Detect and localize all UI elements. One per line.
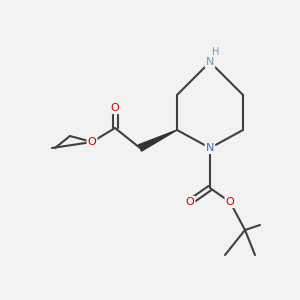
Polygon shape	[139, 130, 177, 151]
Text: O: O	[226, 197, 234, 207]
Text: H: H	[212, 47, 220, 57]
Text: O: O	[186, 197, 194, 207]
Text: O: O	[88, 137, 96, 147]
Text: N: N	[206, 57, 214, 67]
Text: O: O	[111, 103, 119, 113]
Text: N: N	[206, 143, 214, 153]
